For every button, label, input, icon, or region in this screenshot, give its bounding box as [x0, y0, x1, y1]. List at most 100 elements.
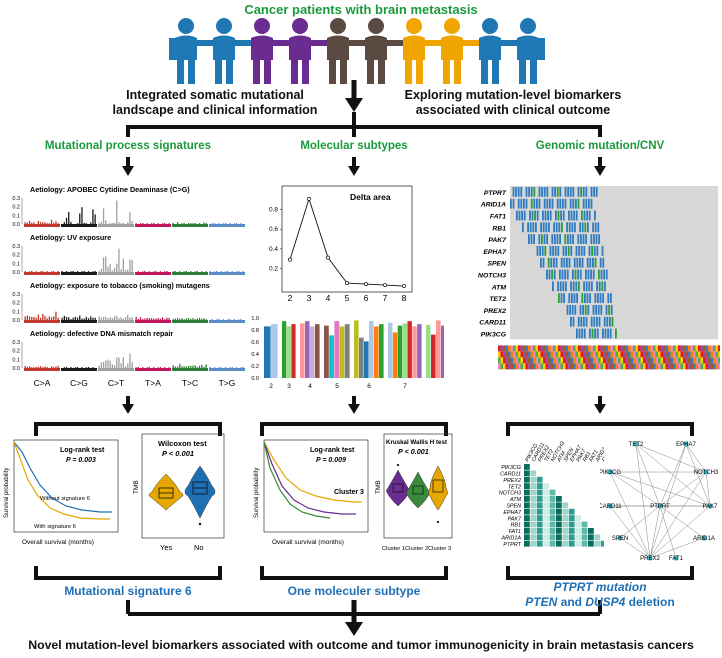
alteration-cell [515, 187, 517, 197]
alteration-cell [593, 234, 595, 244]
sig-bar [76, 223, 79, 224]
sig-bar [159, 318, 161, 320]
cons-xtick: 5 [335, 383, 339, 390]
km1-line-without [13, 441, 112, 513]
corr-cell [600, 540, 604, 547]
alteration-cell [579, 305, 582, 315]
corr-cell [581, 521, 588, 528]
kruskal-ylabel: TMB [375, 480, 382, 494]
consensus-bar [441, 325, 444, 378]
spectrum-cell [633, 363, 636, 370]
corr-cell [524, 470, 530, 477]
spectrum-cell [590, 357, 593, 364]
alteration-cell [558, 293, 560, 303]
alteration-cell [527, 222, 529, 233]
spectrum-cell [638, 363, 641, 370]
sig-bar [148, 318, 150, 320]
spectrum-cell [708, 357, 711, 364]
spectrum-cell [548, 351, 551, 358]
sig-bar [168, 367, 170, 368]
alteration-cell [591, 328, 594, 339]
alteration-cell [544, 210, 547, 221]
spectrum-cell [570, 357, 573, 364]
spectrum-cell [653, 351, 656, 358]
alteration-cell [567, 246, 570, 256]
alteration-cell [570, 210, 573, 221]
corr-cell [530, 470, 537, 477]
alteration-cell [582, 187, 585, 197]
sig-bar [113, 222, 116, 224]
spectrum-cell [708, 363, 711, 370]
spectrum-cell [640, 363, 643, 370]
alteration-cell [587, 305, 590, 315]
alteration-cell [551, 187, 554, 197]
spectrum-cell [690, 345, 693, 352]
sig-bar [72, 317, 74, 320]
corr-cell [536, 515, 543, 521]
sig-bar [70, 319, 72, 320]
sig-bar [198, 223, 201, 224]
alteration-cell [595, 305, 597, 315]
spectrum-cell [563, 345, 566, 352]
sig-bar [31, 367, 33, 368]
sig-category-band [209, 224, 245, 227]
consensus-bar [369, 321, 374, 378]
network-edge [609, 471, 661, 507]
spectrum-cell [595, 363, 598, 370]
sig-bar [183, 271, 185, 272]
alteration-cell [562, 246, 565, 256]
alteration-cell [554, 246, 557, 256]
sig-bar [201, 318, 203, 320]
spectrum-cell [538, 363, 541, 370]
sig-bar [68, 212, 70, 224]
sig-category-band [98, 272, 134, 275]
sig-bar [100, 269, 102, 272]
spectrum-cell [595, 357, 598, 364]
sig-bar [116, 315, 118, 320]
sig-bar [139, 223, 142, 224]
network-edge [705, 471, 711, 507]
sig-bar [153, 222, 155, 224]
sig-bar [55, 311, 57, 320]
cons-xtick: 3 [287, 383, 291, 390]
spectrum-cell [635, 351, 638, 358]
alteration-cell [520, 187, 523, 197]
spectrum-cell [675, 363, 678, 370]
left-header-line2: landscape and clinical information [112, 103, 318, 117]
alteration-cell [604, 328, 607, 339]
alteration-cell [592, 269, 595, 280]
sig-bar [142, 319, 144, 320]
alteration-cell [522, 222, 524, 233]
spectrum-cell [590, 345, 593, 352]
spectrum-cell [598, 363, 601, 370]
corr-cell [543, 502, 549, 509]
spectrum-cell [670, 363, 673, 370]
spectrum-cell [635, 363, 638, 370]
sig-bar [31, 317, 33, 320]
sig-bar [148, 271, 150, 272]
corr-cell [575, 540, 581, 547]
spectrum-cell [628, 345, 631, 352]
sig-bar [70, 271, 72, 272]
consensus-bar [402, 323, 408, 378]
sig-bar [28, 271, 31, 272]
alteration-cell [590, 316, 593, 327]
alteration-cell [539, 246, 541, 256]
alteration-cell [573, 257, 576, 268]
network-edge [685, 443, 707, 473]
spectrum-cell [525, 345, 528, 352]
sig-bar [190, 223, 192, 224]
corr-cell [543, 521, 549, 528]
alteration-cell [544, 246, 547, 256]
spectrum-cell [515, 357, 518, 364]
spectrum-cell [708, 351, 711, 358]
spectrum-cell [553, 363, 556, 370]
spectrum-cell [560, 357, 563, 364]
corr-cell [568, 540, 575, 547]
sig-bar [201, 364, 203, 368]
alteration-cell [549, 210, 552, 221]
spectrum-cell [535, 363, 538, 370]
sig-bar [63, 222, 65, 224]
spectrum-cell [583, 363, 586, 370]
network-node [607, 503, 613, 509]
